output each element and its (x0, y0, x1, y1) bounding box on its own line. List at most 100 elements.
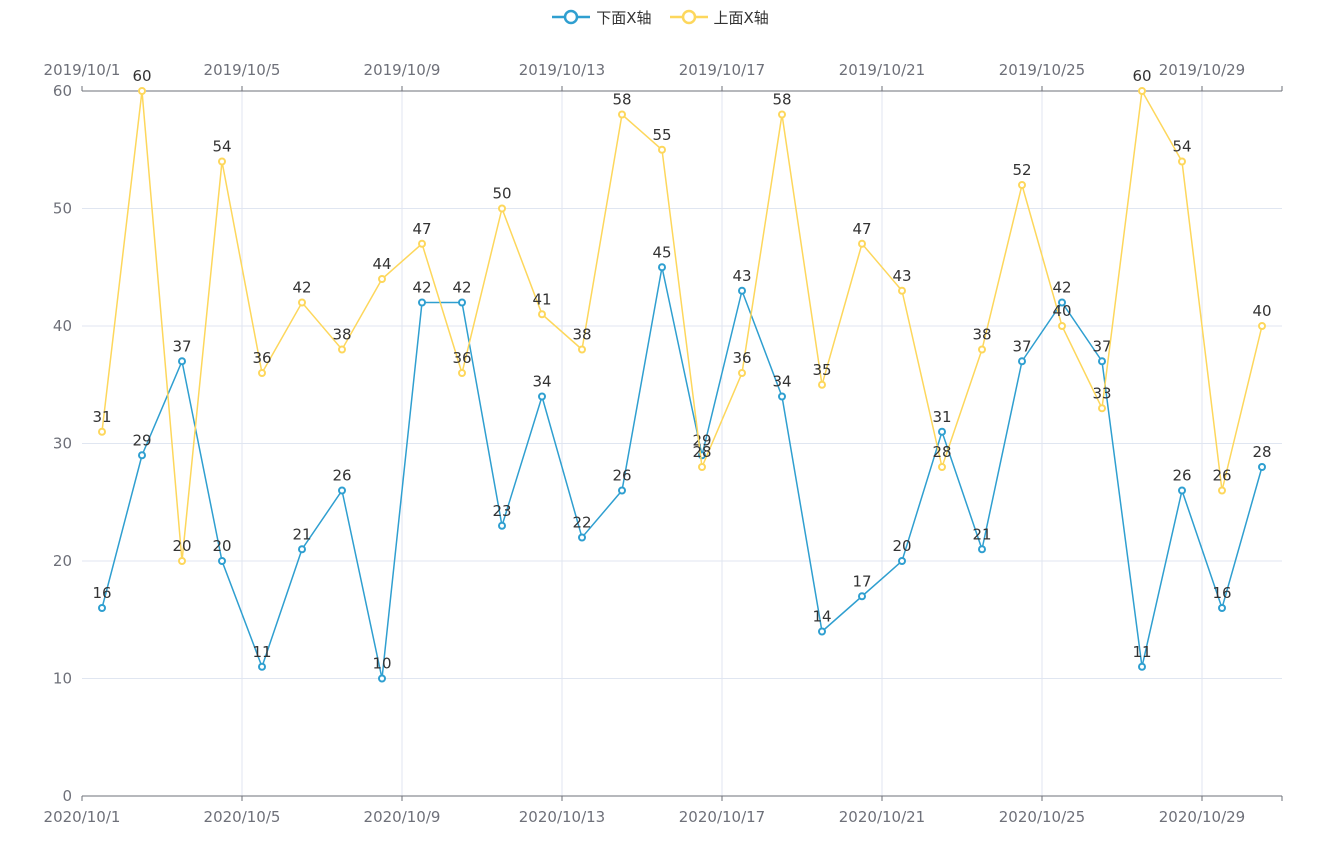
data-point (498, 521, 506, 530)
data-point (938, 427, 946, 436)
data-point (1178, 486, 1186, 495)
data-label: 60 (132, 67, 151, 85)
data-label: 54 (212, 138, 231, 156)
data-label: 29 (692, 431, 711, 449)
data-label: 26 (1172, 467, 1191, 485)
data-point (298, 545, 306, 554)
data-point (1058, 322, 1066, 330)
data-point (418, 239, 426, 248)
x-top-tick-label: 2019/10/13 (519, 61, 605, 79)
data-point (578, 345, 586, 354)
data-label: 37 (1092, 337, 1111, 355)
data-point (738, 286, 746, 295)
data-label: 36 (732, 349, 751, 367)
data-point (818, 627, 826, 636)
series-line-1 (101, 88, 1263, 562)
x-top-tick-label: 2019/10/29 (1159, 61, 1245, 79)
x-top-tick-label: 2019/10/21 (839, 61, 925, 79)
data-point (338, 345, 346, 354)
data-label: 42 (292, 279, 311, 297)
y-tick-label: 10 (53, 670, 72, 688)
data-label: 37 (172, 337, 191, 355)
data-label: 36 (452, 349, 471, 367)
data-label: 60 (1132, 67, 1151, 85)
data-point (418, 298, 426, 307)
data-label: 28 (1252, 443, 1271, 461)
data-point (378, 674, 386, 683)
data-label: 38 (572, 326, 591, 344)
legend-line-circle-icon (552, 9, 591, 25)
legend-label: 上面X轴 (713, 8, 769, 27)
data-point (498, 204, 506, 213)
data-label: 26 (332, 467, 351, 485)
data-point (458, 298, 466, 307)
data-label: 47 (412, 220, 431, 238)
data-label: 34 (532, 373, 551, 391)
data-label: 54 (1172, 138, 1191, 156)
legend: 下面X轴 上面X轴 (0, 4, 1321, 30)
data-label: 52 (1012, 161, 1031, 179)
data-point (1098, 357, 1106, 366)
data-label: 17 (852, 572, 871, 590)
x-bottom-tick-label: 2020/10/9 (364, 808, 441, 826)
data-label: 26 (1212, 467, 1231, 485)
data-label: 44 (372, 255, 391, 273)
data-label: 11 (252, 643, 271, 661)
data-point (378, 275, 386, 283)
data-point (978, 545, 986, 554)
data-point (778, 110, 786, 119)
data-label: 58 (772, 91, 791, 109)
data-point (258, 369, 266, 377)
data-label: 28 (692, 443, 711, 461)
data-label: 50 (492, 185, 511, 203)
data-point (1258, 463, 1266, 471)
data-point (578, 533, 586, 542)
data-point (1138, 662, 1146, 671)
data-point (458, 369, 466, 377)
data-label: 10 (372, 655, 391, 673)
x-top-tick-label: 2019/10/25 (999, 61, 1085, 79)
data-point (258, 662, 266, 671)
data-label: 40 (1052, 302, 1071, 320)
data-point (178, 357, 186, 366)
data-label: 45 (652, 243, 671, 261)
data-point (938, 463, 946, 471)
data-label: 58 (612, 91, 631, 109)
legend-item-bottom-axis[interactable]: 下面X轴 (552, 7, 652, 28)
y-tick-label: 0 (62, 787, 72, 805)
y-tick-label: 50 (53, 200, 72, 218)
x-bottom-tick-label: 2020/10/29 (1159, 808, 1245, 826)
data-point (738, 369, 746, 377)
data-label: 38 (332, 326, 351, 344)
data-point (218, 157, 226, 166)
x-top-tick-label: 2019/10/17 (679, 61, 765, 79)
data-label: 42 (1052, 279, 1071, 297)
data-label: 41 (532, 290, 551, 308)
data-point (1098, 404, 1106, 413)
data-label: 31 (932, 408, 951, 426)
data-point (98, 604, 106, 612)
data-point (1178, 157, 1186, 166)
data-label: 55 (652, 126, 671, 144)
data-label: 20 (892, 537, 911, 555)
data-point (1018, 357, 1026, 366)
legend-item-top-axis[interactable]: 上面X轴 (669, 7, 769, 28)
data-label: 26 (612, 467, 631, 485)
data-label: 29 (132, 431, 151, 449)
data-point (218, 557, 226, 565)
data-point (1258, 322, 1266, 330)
data-point (1218, 604, 1226, 612)
data-label: 38 (972, 326, 991, 344)
data-label: 21 (292, 525, 311, 543)
data-point (1138, 87, 1146, 95)
data-label: 40 (1252, 302, 1271, 320)
data-point (1218, 486, 1226, 495)
data-label: 16 (92, 584, 111, 602)
x-bottom-tick-label: 2020/10/5 (204, 808, 281, 826)
x-top-tick-label: 2019/10/1 (44, 61, 121, 79)
data-label: 22 (572, 514, 591, 532)
data-point (658, 263, 666, 272)
data-label: 21 (972, 525, 991, 543)
x-bottom-tick-label: 2020/10/17 (679, 808, 765, 826)
data-point (138, 451, 146, 460)
